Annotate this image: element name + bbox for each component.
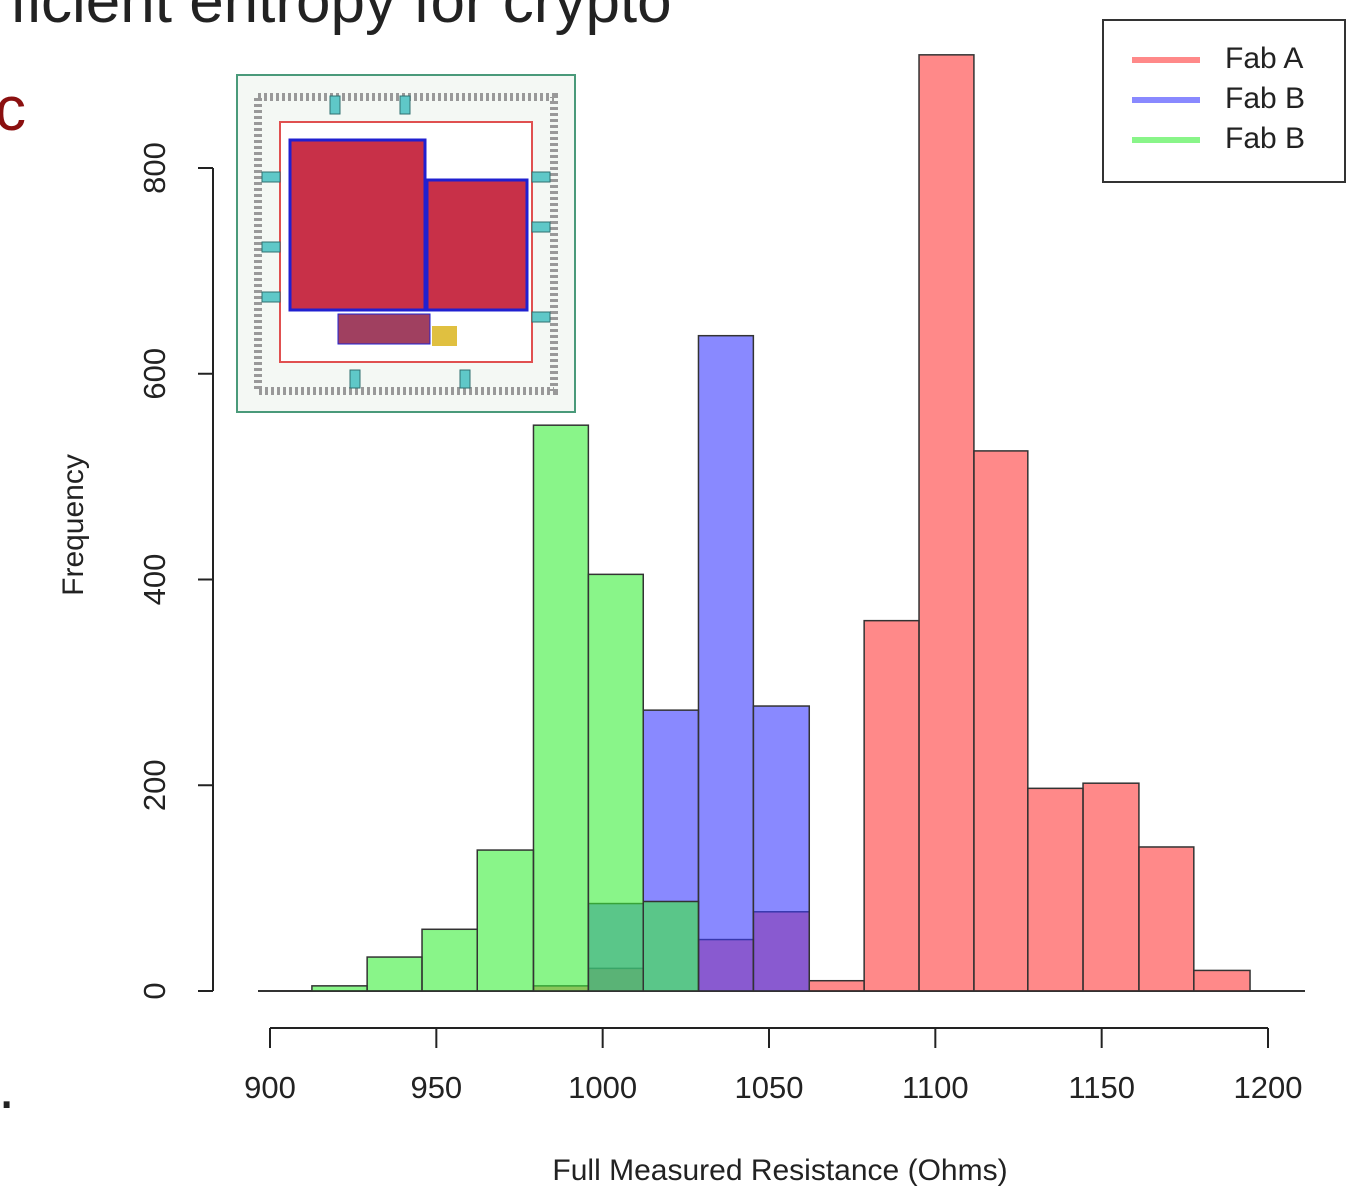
histogram-bar (312, 986, 367, 991)
x-tick-label: 1200 (1234, 1070, 1303, 1105)
histogram-bar (864, 621, 919, 991)
histogram-bar (1083, 783, 1139, 991)
y-tick-label: 800 (137, 142, 172, 194)
histogram-bar (422, 929, 477, 991)
histogram-bar (809, 981, 864, 991)
histogram-bar (1028, 788, 1083, 991)
x-tick-label: 1050 (735, 1070, 804, 1105)
histogram-bar (1194, 970, 1250, 991)
histogram-bar (1139, 847, 1194, 991)
chip-inset (237, 75, 575, 412)
x-axis-label: Full Measured Resistance (Ohms) (552, 1154, 1007, 1187)
x-tick-label: 900 (244, 1070, 296, 1105)
chart: ficient entropy for crypto c . Full Meas… (0, 0, 1356, 1191)
histogram-bar (698, 336, 753, 991)
histogram-bar (533, 425, 588, 991)
y-axis-label: Frequency (57, 454, 90, 596)
x-tick-label: 950 (410, 1070, 462, 1105)
x-tick-label: 1150 (1068, 1070, 1135, 1105)
histogram-bar (643, 901, 698, 991)
histogram-bar (974, 451, 1028, 991)
histogram-bar (753, 706, 809, 991)
x-tick-label: 1100 (902, 1070, 969, 1105)
y-tick-label: 0 (137, 982, 172, 999)
y-tick-label: 400 (137, 554, 172, 606)
histogram-bar (919, 55, 974, 991)
slide-bullet: . (0, 1053, 15, 1122)
slide-fragment: c (0, 75, 26, 144)
slide-heading: ficient entropy for crypto (10, 0, 672, 36)
histogram-bar (477, 850, 533, 991)
x-tick-label: 1000 (568, 1070, 637, 1105)
histogram-bar (367, 957, 422, 991)
y-tick-label: 600 (137, 348, 172, 400)
y-tick-label: 200 (137, 759, 172, 811)
legend-label: Fab B (1225, 82, 1305, 115)
legend-label: Fab A (1225, 42, 1303, 75)
legend-label: Fab B (1225, 122, 1305, 155)
histogram-bar (588, 574, 643, 991)
